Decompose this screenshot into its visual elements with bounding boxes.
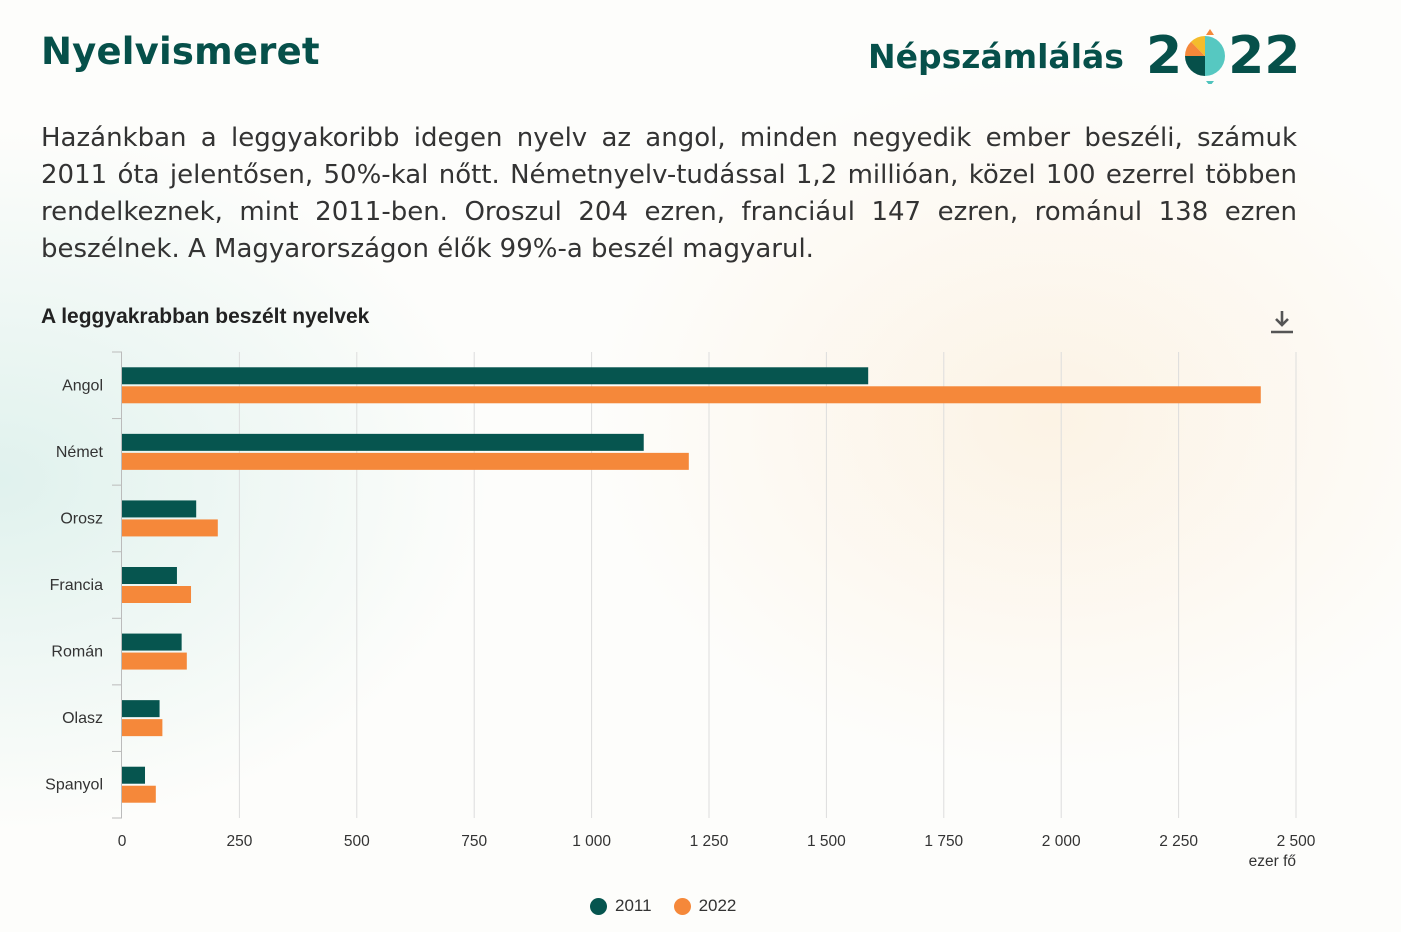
legend-marker-2011 [590, 897, 607, 915]
category-label: Angol [62, 377, 103, 394]
bar-2011-román [122, 633, 182, 651]
category-label: Orosz [60, 510, 103, 527]
x-tick-label: 1 500 [807, 833, 846, 850]
bar-2022-spanyol [122, 785, 156, 803]
x-tick-label: 1 000 [572, 833, 611, 850]
brand-year-right: 22 [1228, 26, 1301, 86]
bar-2022-olasz [122, 719, 163, 737]
bar-2022-orosz [122, 519, 218, 537]
brand-year-left: 2 [1145, 26, 1183, 86]
category-label: Olasz [62, 710, 103, 727]
bar-2022-francia [122, 586, 192, 603]
download-button[interactable] [1268, 308, 1296, 336]
x-tick-label: 2 500 [1277, 833, 1316, 850]
bar-2011-spanyol [122, 766, 146, 784]
legend-marker-2022 [673, 897, 691, 915]
chart-title: A leggyakrabban beszélt nyelvek [41, 305, 370, 328]
brand-logo: Népszámlálás 2 22 [868, 26, 1301, 86]
bar-2011-olasz [122, 700, 160, 718]
page-title: Nyelvismeret [41, 30, 320, 73]
bar-2011-orosz [122, 500, 197, 518]
legend-item-2022[interactable]: 2022 [673, 896, 737, 916]
x-tick-label: 500 [344, 833, 370, 850]
bar-2022-angol [122, 386, 1261, 404]
x-tick-label: 750 [461, 833, 487, 850]
category-label: Román [51, 644, 103, 661]
legend-item-2011[interactable]: 2011 [590, 896, 652, 916]
x-tick-label: 1 250 [690, 833, 729, 850]
intro-paragraph: Hazánkban a leggyakoribb idegen nyelv az… [41, 123, 1297, 264]
bar-2011-francia [122, 567, 177, 584]
bar-2022-német [122, 452, 689, 470]
brand-word: Népszámlálás [868, 36, 1124, 76]
x-tick-label: 2 000 [1042, 833, 1081, 850]
brand-year: 2 22 [1146, 28, 1301, 84]
x-tick-label: 0 [118, 833, 127, 850]
x-tick-label: 1 750 [924, 833, 963, 850]
legend-label-2011: 2011 [615, 896, 652, 915]
x-axis-label: ezer fő [1249, 853, 1296, 870]
legend-label-2022: 2022 [698, 896, 737, 915]
census-pie-icon [1185, 29, 1226, 84]
legend: 2011 2022 [590, 896, 758, 916]
category-label: Spanyol [45, 777, 103, 794]
category-label: Német [56, 444, 104, 461]
bar-2011-német [122, 433, 644, 451]
x-tick-label: 2 250 [1159, 833, 1198, 850]
bar-2011-angol [122, 367, 869, 385]
category-label: Francia [50, 577, 103, 594]
download-icon [1271, 311, 1293, 334]
bar-2022-román [122, 652, 187, 670]
x-tick-label: 250 [226, 833, 252, 850]
